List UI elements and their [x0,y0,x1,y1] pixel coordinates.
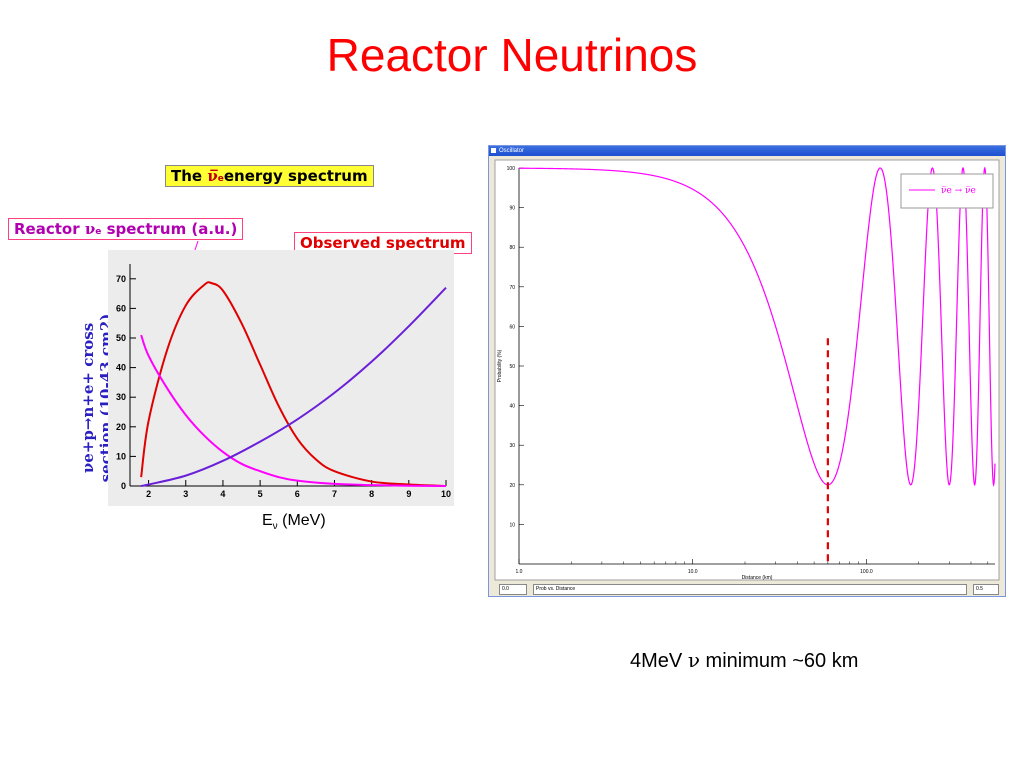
x-label-e: E [262,512,273,529]
y-tick-label: 10 [509,522,515,528]
subscript-e: e [217,174,224,184]
plot-select[interactable]: Prob vs. Distance [533,584,967,595]
x-tick-label: 4 [220,489,225,499]
window-icon [491,148,496,153]
start-field[interactable]: 0.0 [499,584,527,595]
chart-background [108,250,454,506]
x-tick-label: 10.0 [688,569,698,575]
oscillator-window: Oscillator 10 20 30 40 50 60 70 80 90 100 1.0 10.0 1… [488,145,1006,597]
y-tick-label: 70 [509,285,515,291]
energy-spectrum-callout: The ν̅eenergy spectrum [165,165,374,187]
legend: ν̅e → ν̅e [900,173,994,209]
y-tick-label: 40 [116,363,126,373]
y-tick-label: 90 [509,206,515,212]
caption: 4MeV ν minimum ~60 km [630,648,858,673]
y-tick-label: 30 [509,443,515,449]
x-tick-label: 9 [406,489,411,499]
y-tick-label: 40 [509,404,515,410]
x-tick-label: 100.0 [860,569,873,575]
x-tick-label: 7 [332,489,337,499]
caption-pre: 4MeV [630,650,688,672]
x-label-sub: ν [272,521,278,533]
plot-frame [494,159,1000,581]
window-statusbar: 0.0 Prob vs. Distance 0.5 [489,582,1005,596]
y-tick-label: 30 [116,392,126,402]
x-tick-label: 2 [146,489,151,499]
y-tick-label: 20 [509,483,515,489]
x-tick-label: 1.0 [516,569,523,575]
page-title: Reactor Neutrinos [326,29,698,81]
y-tick-label: 10 [116,451,126,461]
x-tick-label: 6 [295,489,300,499]
survival-probability-curve [519,166,996,488]
reactor-spectrum-callout: Reactor νe spectrum (a.u.) [8,218,244,240]
step-field[interactable]: 0.5 [973,584,999,595]
y-tick-label: 70 [116,274,126,284]
caption-post: minimum ~60 km [699,650,859,672]
nu-symbol: ν [84,220,96,238]
x-tick-label: 3 [183,489,188,499]
callout-text: The [171,167,208,185]
nu-symbol: ν [687,648,700,672]
spectrum-chart: 0 10 20 30 40 50 60 70 2 3 4 5 6 7 8 9 10 [108,250,454,506]
y-tick-label: 0 [121,481,126,491]
y-tick-label: 80 [509,245,515,251]
callout-text: energy spectrum [223,167,368,185]
nu-bar-symbol: ν̅ [207,167,218,185]
x-label-unit: (MeV) [277,512,326,529]
oscillation-chart: 10 20 30 40 50 60 70 80 90 100 1.0 10.0 100.0 Distanc… [489,156,1005,582]
y-tick-label: 60 [509,324,515,330]
x-tick-label: 10 [441,489,451,499]
x-axis-title: Distance (km) [742,575,773,581]
y-axis-title: Probability (%) [497,349,503,382]
x-tick-label: 8 [369,489,374,499]
y-tick-label: 50 [509,364,515,370]
callout-text: spectrum (a.u.) [101,220,238,238]
callout-text: Reactor [14,220,85,238]
x-tick-label: 5 [258,489,263,499]
y-tick-label: 60 [116,303,126,313]
window-titlebar[interactable]: Oscillator [489,146,1005,156]
subscript-e: e [95,227,102,237]
window-title: Oscillator [499,148,525,154]
observed-spectrum-curve [140,281,447,487]
legend-box [900,173,994,209]
cross-section-curve [140,286,447,487]
y-tick-label: 100 [507,166,516,172]
observed-spectrum-callout: Observed spectrum [294,232,472,254]
y-tick-label: 20 [116,422,126,432]
reactor-spectrum-curve [140,334,447,487]
y-tick-label: 50 [116,333,126,343]
y-label-line1: νe+p→n+e+ cross [79,322,97,474]
legend-label: ν̅e → ν̅e [941,186,976,196]
left-x-axis-label: Eν (MeV) [262,512,326,532]
